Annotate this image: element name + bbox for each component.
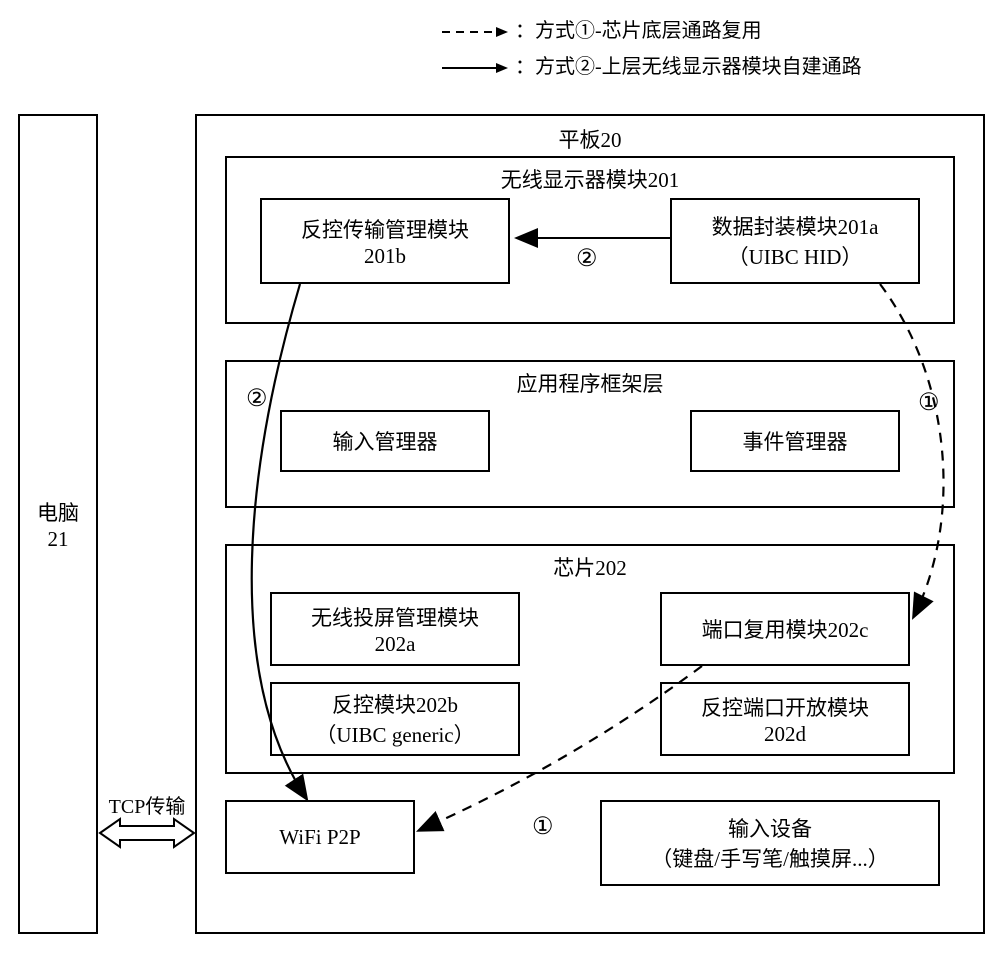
box-201b-line1: 反控传输管理模块 xyxy=(301,214,469,244)
box-201a-line1: 数据封装模块201a xyxy=(712,211,879,241)
marker-2-left: ② xyxy=(246,384,268,413)
chip-title: 芯片202 xyxy=(225,552,955,582)
box-202a: 无线投屏管理模块 202a xyxy=(270,592,520,666)
box-201b: 反控传输管理模块 201b xyxy=(260,198,510,284)
box-201a: 数据封装模块201a （UIBC HID） xyxy=(670,198,920,284)
computer-label2: 21 xyxy=(48,527,69,552)
box-202b-line1: 反控模块202b xyxy=(332,689,458,719)
tcp-label: TCP传输 xyxy=(100,790,194,819)
marker-1-bottom: ① xyxy=(532,812,554,841)
legend-dashed: ：方式①-芯片底层通路复用 xyxy=(440,14,762,43)
box-202a-line1: 无线投屏管理模块 xyxy=(311,602,479,632)
box-202a-line2: 202a xyxy=(375,632,416,657)
event-manager-box: 事件管理器 xyxy=(690,410,900,472)
box-202c-label: 端口复用模块202c xyxy=(702,614,869,644)
box-202b: 反控模块202b （UIBC generic） xyxy=(270,682,520,756)
box-202d-line2: 202d xyxy=(764,722,806,747)
input-device-box: 输入设备 （键盘/手写笔/触摸屏...） xyxy=(600,800,940,886)
legend-solid-text: ：方式②-上层无线显示器模块自建通路 xyxy=(515,56,862,78)
input-manager-label: 输入管理器 xyxy=(333,426,438,456)
legend-solid: ：方式②-上层无线显示器模块自建通路 xyxy=(440,50,862,79)
computer-label1: 电脑 xyxy=(37,497,79,527)
box-201a-line2: （UIBC HID） xyxy=(728,241,863,271)
wifi-p2p-box: WiFi P2P xyxy=(225,800,415,874)
double-arrow-icon xyxy=(98,816,196,850)
solid-arrow-icon xyxy=(440,60,510,76)
box-202d: 反控端口开放模块 202d xyxy=(660,682,910,756)
legend-dashed-text: ：方式①-芯片底层通路复用 xyxy=(515,20,762,42)
dashed-arrow-icon xyxy=(440,24,510,40)
event-manager-label: 事件管理器 xyxy=(743,426,848,456)
input-device-line1: 输入设备 xyxy=(728,813,812,843)
box-202d-line1: 反控端口开放模块 xyxy=(701,692,869,722)
box-201b-line2: 201b xyxy=(364,244,406,269)
app-framework-title: 应用程序框架层 xyxy=(225,368,955,398)
computer-box: 电脑 21 xyxy=(18,114,98,934)
box-202c: 端口复用模块202c xyxy=(660,592,910,666)
wifi-p2p-label: WiFi P2P xyxy=(279,825,360,850)
tablet-title: 平板20 xyxy=(195,124,985,154)
input-device-line2: （键盘/手写笔/触摸屏...） xyxy=(651,843,888,873)
input-manager-box: 输入管理器 xyxy=(280,410,490,472)
marker-2-top: ② xyxy=(576,244,598,273)
box-202b-line2: （UIBC generic） xyxy=(315,719,474,749)
marker-1-right: ① xyxy=(918,388,940,417)
wireless-display-title: 无线显示器模块201 xyxy=(225,164,955,194)
